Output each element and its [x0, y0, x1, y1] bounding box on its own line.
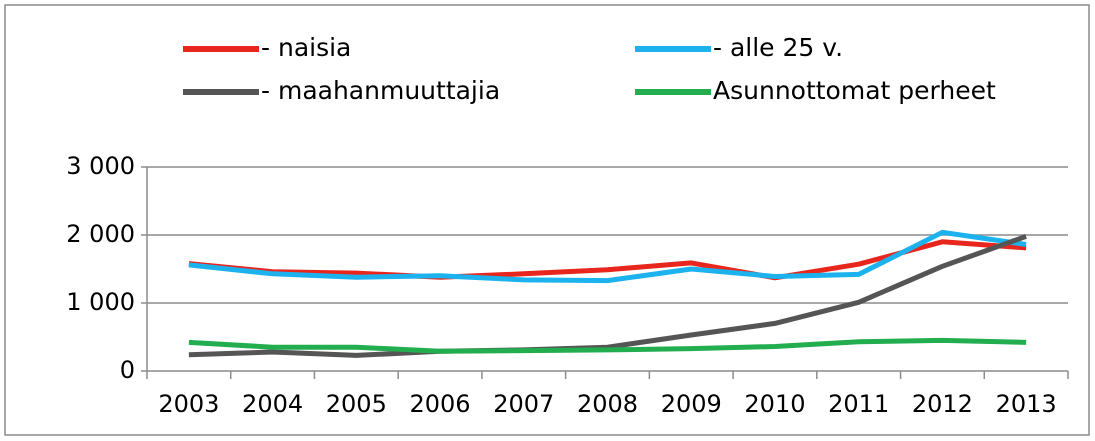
x-tick-label: 2007 [493, 390, 554, 418]
x-tick-label: 2005 [326, 390, 387, 418]
series-line [188, 234, 1027, 358]
x-tick-label: 2006 [410, 390, 471, 418]
x-tick-label: 2012 [912, 390, 973, 418]
series-line [188, 229, 1027, 284]
legend-label: - naisia [261, 33, 351, 62]
y-tick-label: 3 000 [66, 152, 135, 180]
x-tick-label: 2013 [996, 390, 1057, 418]
x-tick-label: 2003 [158, 390, 219, 418]
x-tick-label: 2009 [661, 390, 722, 418]
legend-label: - maahanmuuttajia [261, 76, 500, 105]
x-tick-label: 2008 [577, 390, 638, 418]
y-tick-label: 0 [120, 356, 135, 384]
legend-label: - alle 25 v. [713, 33, 843, 62]
series-line [188, 239, 1027, 281]
chart-border [4, 4, 1090, 436]
x-tick-label: 2004 [242, 390, 303, 418]
x-tick-label: 2011 [828, 390, 889, 418]
series-line [188, 337, 1027, 354]
y-tick-label: 2 000 [66, 220, 135, 248]
y-tick-label: 1 000 [66, 288, 135, 316]
legend-label: Asunnottomat perheet [713, 76, 996, 105]
x-tick-label: 2010 [744, 390, 805, 418]
